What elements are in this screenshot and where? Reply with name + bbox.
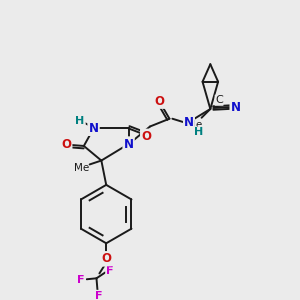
Text: N: N: [231, 100, 241, 113]
Text: N: N: [231, 100, 241, 113]
Text: H: H: [194, 127, 203, 137]
Text: N: N: [184, 116, 194, 129]
Text: N: N: [88, 122, 99, 135]
Text: O: O: [101, 252, 111, 265]
Text: F: F: [95, 291, 102, 300]
Text: F: F: [77, 275, 85, 285]
Text: N: N: [88, 122, 99, 135]
Text: F: F: [106, 266, 114, 275]
Text: O: O: [141, 130, 151, 143]
Text: F: F: [77, 275, 85, 285]
Text: F: F: [95, 291, 102, 300]
Text: Me: Me: [187, 120, 202, 130]
Text: C: C: [215, 95, 223, 105]
Text: H: H: [75, 116, 85, 126]
Text: H: H: [194, 127, 203, 137]
Text: O: O: [61, 137, 71, 151]
Text: O: O: [141, 130, 151, 143]
Text: Me: Me: [74, 163, 89, 173]
Text: N: N: [184, 116, 194, 129]
Text: O: O: [155, 95, 165, 108]
Text: H: H: [75, 116, 85, 126]
Text: F: F: [106, 266, 114, 275]
Text: N: N: [124, 137, 134, 151]
Text: O: O: [155, 95, 165, 108]
Text: O: O: [61, 137, 71, 151]
Text: O: O: [101, 252, 111, 265]
Text: O: O: [101, 252, 111, 265]
Text: N: N: [124, 137, 134, 151]
